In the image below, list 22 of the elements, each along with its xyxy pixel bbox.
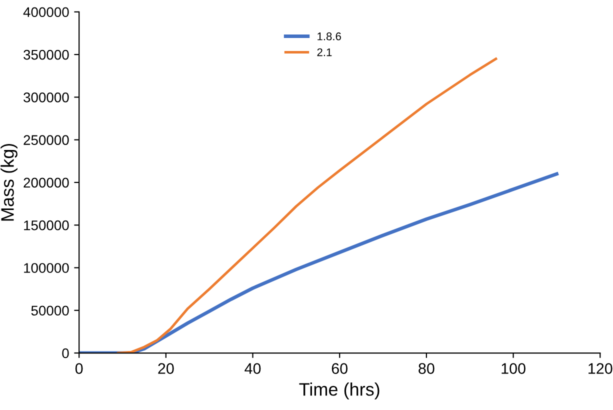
y-tick-label: 250000	[24, 135, 69, 145]
x-tick-label: 80	[418, 363, 434, 374]
x-tick-label: 60	[332, 363, 348, 374]
legend-label: 1.8.6	[318, 32, 341, 40]
x-tick-label: 40	[244, 363, 261, 374]
x-axis-title: Time (hrs)	[299, 382, 380, 400]
y-tick-label: 100000	[24, 263, 69, 273]
line-series	[116, 58, 498, 354]
y-tick-label: 150000	[24, 220, 69, 230]
x-tick-label: 20	[158, 363, 174, 374]
line-series	[79, 172, 558, 354]
y-tick-label: 300000	[24, 92, 69, 102]
x-tick-label: 100	[502, 363, 526, 374]
y-tick-label: 50000	[31, 306, 69, 316]
legend-label: 2.1	[317, 48, 332, 56]
y-tick-label: 400000	[23, 7, 69, 18]
y-axis-title: Mass (kg)	[0, 144, 18, 221]
y-tick-label: 350000	[24, 50, 69, 60]
x-tick-label: 120	[588, 363, 612, 374]
y-tick-label: 0	[62, 348, 69, 358]
y-tick-label: 200000	[24, 178, 69, 188]
x-tick-label: 0	[75, 363, 83, 374]
